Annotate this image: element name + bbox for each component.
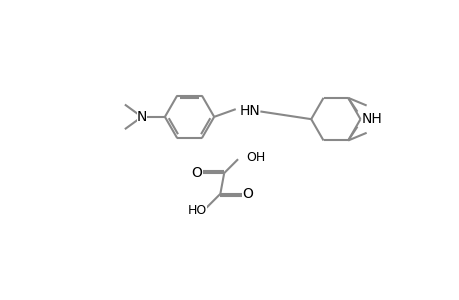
Text: OH: OH [245,151,264,164]
Text: O: O [242,187,253,201]
Text: O: O [190,166,202,180]
Text: HO: HO [187,204,207,217]
Text: N: N [136,110,147,124]
Text: NH: NH [361,112,382,126]
Text: HN: HN [239,104,259,118]
